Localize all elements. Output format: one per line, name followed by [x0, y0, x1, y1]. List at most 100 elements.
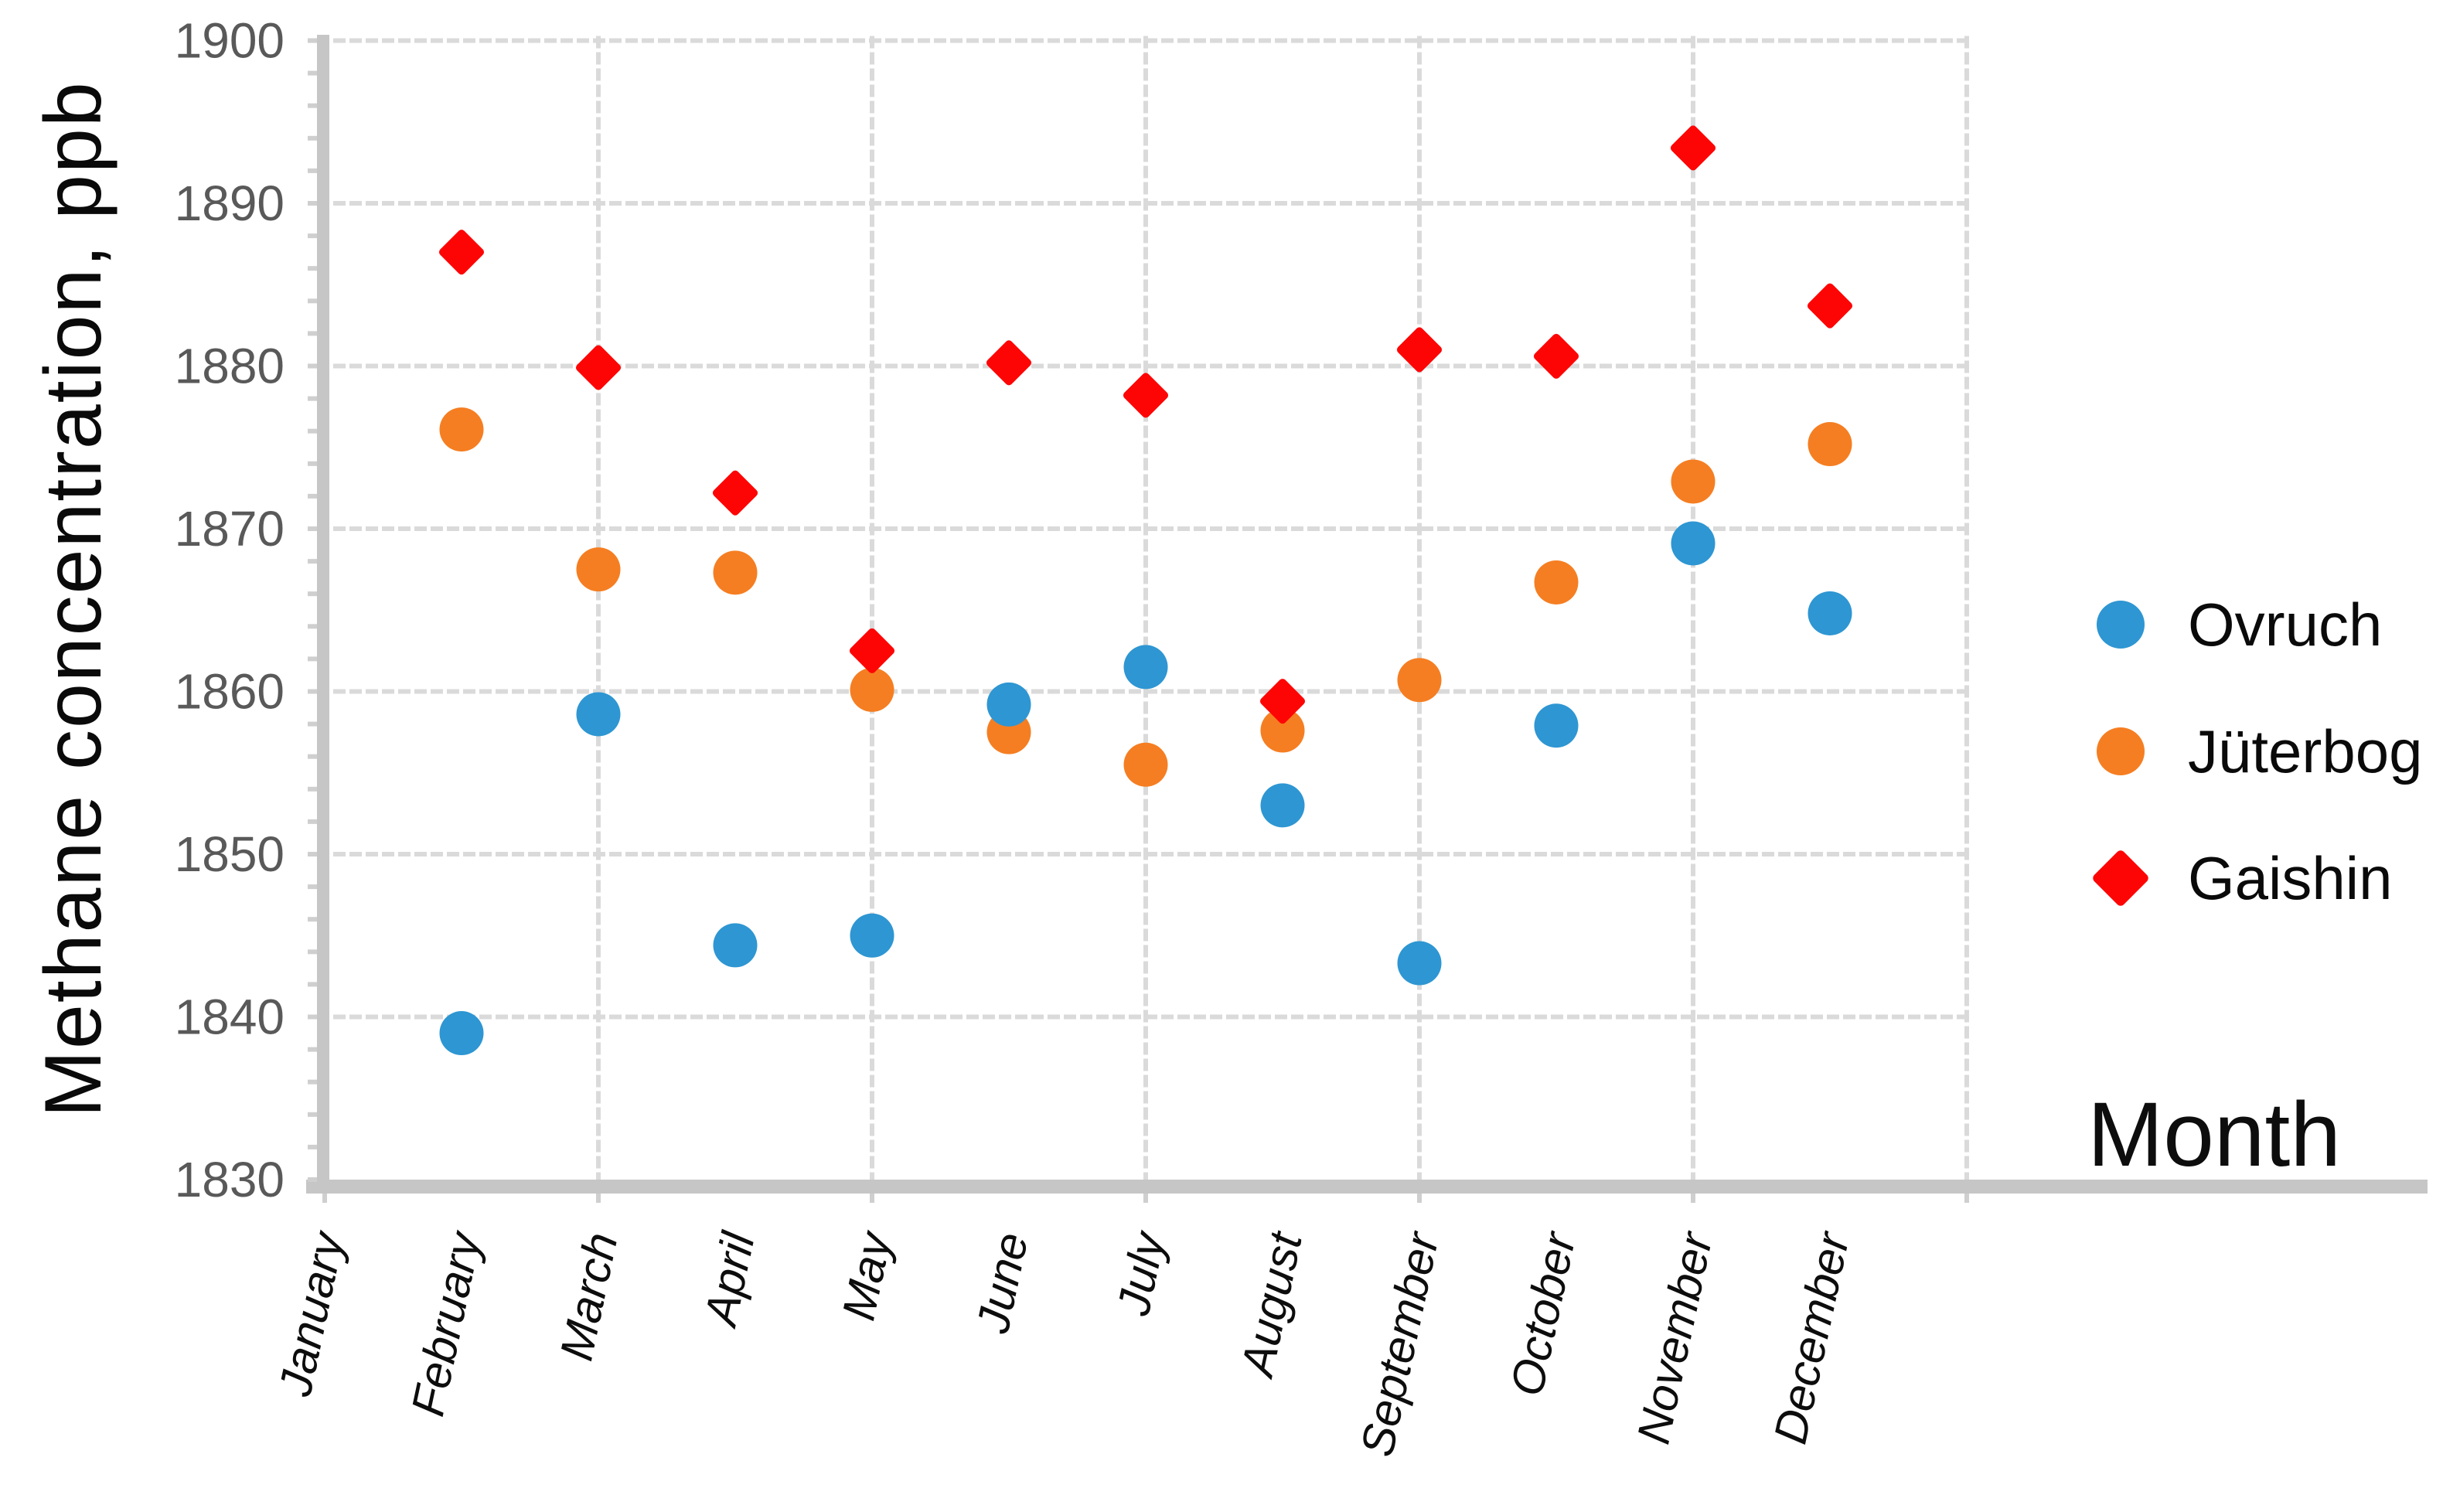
data-point-Ovruch-3: [576, 692, 621, 737]
y-minor-tick: [308, 689, 317, 694]
juterbog-circle-icon: [2097, 727, 2145, 775]
y-minor-tick: [308, 331, 317, 336]
x-tick-label-November: November: [1627, 1227, 1722, 1449]
y-tick-label-1850: 1850: [175, 826, 285, 882]
y-minor-tick: [308, 1079, 317, 1085]
y-minor-tick: [308, 754, 317, 759]
data-point-Gaishin-8: [1259, 679, 1306, 724]
y-minor-tick: [308, 396, 317, 401]
y-minor-tick: [308, 168, 317, 173]
legend-label-ovruch: Ovruch: [2188, 590, 2383, 659]
y-tick-label-1890: 1890: [175, 175, 285, 231]
y-axis-title: Methane concentration, ppb: [29, 80, 118, 1118]
data-point-Ovruch-12: [1808, 591, 1852, 635]
y-minor-tick: [308, 363, 317, 369]
y-minor-tick: [308, 233, 317, 239]
y-minor-tick: [308, 1014, 317, 1020]
y-minor-tick: [308, 1144, 317, 1149]
data-point-Jüterbog-3: [576, 547, 621, 592]
y-minor-tick: [308, 786, 317, 792]
data-point-Ovruch-8: [1260, 783, 1305, 828]
data-point-Gaishin-6: [986, 340, 1032, 386]
data-point-Ovruch-4: [713, 923, 758, 968]
y-minor-tick: [308, 103, 317, 108]
y-minor-tick: [308, 526, 317, 531]
x-tick-label-September: September: [1351, 1227, 1449, 1461]
data-point-Gaishin-12: [1807, 283, 1853, 329]
y-minor-tick: [308, 559, 317, 564]
data-point-Ovruch-2: [439, 1011, 484, 1056]
y-axis-line: [317, 35, 329, 1194]
x-tick: [596, 1194, 601, 1203]
y-tick-label-1830: 1830: [175, 1152, 285, 1207]
x-tick-label-October: October: [1501, 1227, 1586, 1401]
legend: Ovruch Jüterbog Gaishin: [2090, 561, 2423, 942]
y-minor-tick: [308, 1177, 317, 1182]
x-tick-label-February: February: [401, 1225, 491, 1421]
data-point-Gaishin-11: [1670, 125, 1716, 171]
data-point-Gaishin-3: [575, 345, 622, 390]
y-minor-tick: [308, 135, 317, 141]
data-point-Ovruch-11: [1671, 521, 1716, 566]
y-tick-label-1870: 1870: [175, 501, 285, 557]
y-tick-label-1900: 1900: [175, 13, 285, 69]
y-minor-tick: [308, 266, 317, 271]
data-point-Gaishin-10: [1533, 333, 1579, 379]
x-tick: [1964, 1194, 1969, 1203]
y-minor-tick: [308, 298, 317, 304]
data-point-Gaishin-4: [712, 470, 758, 516]
legend-item-juterbog: Jüterbog: [2097, 688, 2423, 815]
data-point-Gaishin-2: [438, 230, 485, 275]
x-tick: [1143, 1194, 1148, 1203]
x-tick-label-December: December: [1764, 1227, 1859, 1449]
y-minor-tick: [308, 591, 317, 597]
y-minor-tick: [308, 852, 317, 856]
y-minor-tick: [308, 461, 317, 466]
legend-label-juterbog: Jüterbog: [2188, 717, 2423, 785]
data-point-Gaishin-7: [1123, 373, 1169, 418]
x-tick: [870, 1194, 874, 1203]
data-point-Ovruch-10: [1534, 703, 1579, 748]
ovruch-circle-icon: [2097, 601, 2145, 649]
x-tick-label-April: April: [694, 1227, 765, 1332]
x-tick: [322, 1194, 327, 1203]
y-minor-tick: [308, 949, 317, 955]
y-minor-tick: [308, 656, 317, 662]
y-minor-tick: [308, 493, 317, 499]
y-tick-label-1880: 1880: [175, 339, 285, 394]
gaishin-diamond-icon: [2090, 848, 2151, 908]
y-minor-tick: [308, 70, 317, 76]
data-point-Jüterbog-5: [850, 667, 894, 712]
data-point-Jüterbog-12: [1808, 422, 1852, 467]
data-point-Jüterbog-7: [1123, 742, 1168, 787]
y-tick-label-1860: 1860: [175, 664, 285, 720]
y-minor-tick: [308, 721, 317, 727]
legend-label-gaishin: Gaishin: [2188, 843, 2393, 912]
data-point-Ovruch-7: [1123, 645, 1168, 690]
y-minor-tick: [308, 1047, 317, 1052]
y-minor-tick: [308, 428, 317, 434]
data-point-Gaishin-5: [849, 628, 895, 673]
legend-item-ovruch: Ovruch: [2097, 561, 2423, 688]
x-axis-title: Month: [2087, 1084, 2341, 1186]
x-tick-label-January: January: [269, 1225, 355, 1401]
y-minor-tick: [308, 982, 317, 987]
data-point-Jüterbog-9: [1397, 658, 1442, 703]
y-minor-tick: [308, 884, 317, 890]
data-point-Ovruch-9: [1397, 941, 1442, 986]
data-point-Jüterbog-2: [439, 407, 484, 452]
y-minor-tick: [308, 38, 317, 43]
legend-item-gaishin: Gaishin: [2090, 815, 2423, 942]
x-tick: [1691, 1194, 1695, 1203]
y-minor-tick: [308, 917, 317, 922]
y-tick-label-1840: 1840: [175, 989, 285, 1045]
x-tick: [1417, 1194, 1422, 1203]
x-tick-label-August: August: [1231, 1226, 1312, 1382]
x-tick-label-June: June: [966, 1228, 1038, 1338]
y-minor-tick: [308, 1112, 317, 1117]
data-point-Jüterbog-4: [713, 550, 758, 595]
data-point-Ovruch-6: [986, 682, 1031, 727]
data-point-Jüterbog-10: [1534, 560, 1579, 604]
